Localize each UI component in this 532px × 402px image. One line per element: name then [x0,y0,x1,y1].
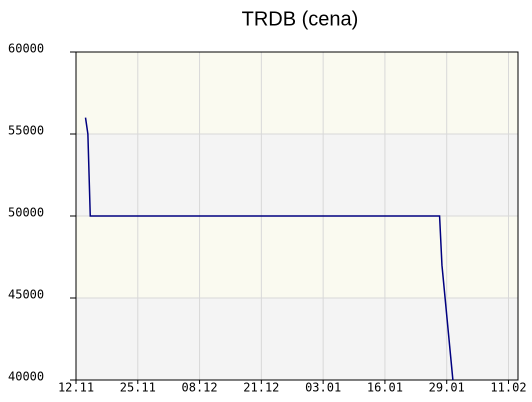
y-tick-label: 50000 [8,206,44,220]
x-tick-label: 03.01 [305,381,341,395]
x-tick-label: 25.11 [120,381,156,395]
grid-band [76,216,518,298]
x-tick-label: 12.11 [58,381,94,395]
x-tick-label: 11.02 [490,381,526,395]
y-tick-label: 60000 [8,42,44,56]
plot-frame [75,51,519,381]
y-tick-label: 40000 [8,370,44,384]
y-tick-label: 55000 [8,124,44,138]
grid-band [76,52,518,134]
x-tick-label: 08.12 [182,381,218,395]
data-line [84,117,454,381]
grid-band [76,298,518,380]
x-tick-label: 29.01 [429,381,465,395]
x-tick-label: 16.01 [367,381,403,395]
y-tick-label: 45000 [8,288,44,302]
chart-title: TRDB (cena) [242,8,359,30]
grid-band [76,134,518,216]
x-tick-label: 21.12 [243,381,279,395]
